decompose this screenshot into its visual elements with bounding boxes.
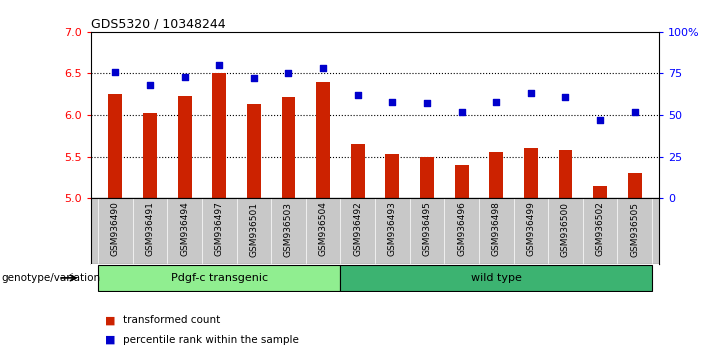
Bar [524,148,538,198]
Bar [143,113,157,198]
Point [594,117,606,123]
Bar [420,156,434,198]
Text: GSM936503: GSM936503 [284,201,293,257]
Text: GSM936504: GSM936504 [318,201,327,256]
Bar [98,265,341,291]
Text: ■: ■ [105,315,116,325]
Text: transformed count: transformed count [123,315,220,325]
Bar [455,165,468,198]
Bar [628,173,641,198]
Point [283,71,294,76]
Text: GSM936494: GSM936494 [180,201,189,256]
Text: GSM936493: GSM936493 [388,201,397,256]
Bar [489,153,503,198]
Point [110,69,121,75]
Bar [316,82,330,198]
Text: GSM936490: GSM936490 [111,201,120,256]
Bar [593,186,607,198]
Point [214,62,225,68]
Bar [247,104,261,198]
Text: GSM936505: GSM936505 [630,201,639,257]
Text: GDS5320 / 10348244: GDS5320 / 10348244 [91,18,226,31]
Text: ■: ■ [105,335,116,345]
Bar [109,94,122,198]
Point [629,109,640,115]
Point [179,74,190,80]
Text: GSM936495: GSM936495 [423,201,432,256]
Bar [212,74,226,198]
Text: GSM936500: GSM936500 [561,201,570,257]
Bar [341,265,652,291]
Point [318,65,329,71]
Text: wild type: wild type [471,273,522,283]
Text: percentile rank within the sample: percentile rank within the sample [123,335,299,345]
Text: GSM936502: GSM936502 [596,201,604,256]
Text: GSM936496: GSM936496 [457,201,466,256]
Point [248,76,259,81]
Text: GSM936498: GSM936498 [491,201,501,256]
Bar [350,144,365,198]
Point [525,91,536,96]
Text: GSM936501: GSM936501 [250,201,259,257]
Text: GSM936497: GSM936497 [215,201,224,256]
Text: GSM936492: GSM936492 [353,201,362,256]
Text: GSM936499: GSM936499 [526,201,536,256]
Point [387,99,398,104]
Point [456,109,467,115]
Bar [177,96,191,198]
Point [352,92,363,98]
Bar [559,150,573,198]
Point [491,99,502,104]
Text: genotype/variation: genotype/variation [1,273,100,283]
Point [560,94,571,99]
Point [421,101,433,106]
Bar [282,97,295,198]
Text: GSM936491: GSM936491 [146,201,154,256]
Point [144,82,156,88]
Text: Pdgf-c transgenic: Pdgf-c transgenic [170,273,268,283]
Bar [386,154,400,198]
